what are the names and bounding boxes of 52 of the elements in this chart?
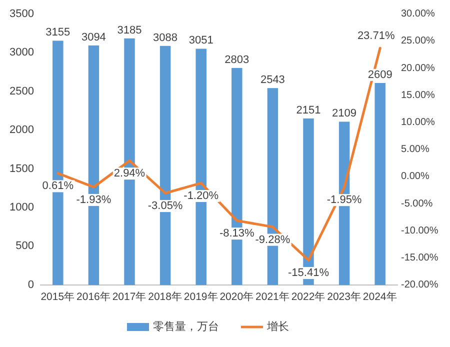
- x-tick-label: 2017年: [112, 290, 147, 303]
- data-label: 3094: [81, 31, 106, 44]
- x-tick-label: 2022年: [291, 290, 326, 303]
- data-label: 2109: [332, 108, 357, 120]
- data-label: -1.95%: [326, 194, 362, 206]
- x-tick-label: 2019年: [184, 290, 218, 303]
- data-label: 3185: [117, 24, 142, 36]
- x-tick-label: 2020年: [220, 290, 254, 303]
- y-tick-label: 3500: [10, 8, 34, 20]
- y-tick-label: 1500: [10, 162, 34, 175]
- data-label: 2543: [260, 74, 285, 86]
- x-tick-label: 2016年: [76, 290, 111, 303]
- legend-label: 零售量，万台: [153, 320, 219, 333]
- data-label: -8.13%: [219, 228, 255, 240]
- y2-tick-label: 25.00%: [401, 36, 436, 47]
- x-tick-label: 2015年: [40, 290, 76, 303]
- data-label: 0.61%: [42, 180, 74, 192]
- x-tick-label: 2024年: [362, 290, 398, 303]
- x-tick-label: 2023年: [327, 290, 362, 303]
- data-label: 2609: [368, 68, 392, 81]
- y2-tick-label: 20.00%: [401, 62, 436, 74]
- y-tick-label: 3000: [10, 46, 34, 59]
- y2-tick-label: 5.00%: [401, 144, 430, 156]
- data-label: -9.28%: [255, 234, 290, 246]
- data-label: -15.41%: [288, 267, 330, 280]
- y-tick-label: 2000: [10, 124, 34, 136]
- x-tick-label: 2021年: [256, 290, 290, 303]
- y-tick-label: 2500: [10, 85, 34, 98]
- y2-tick-label: -5.00%: [401, 198, 433, 210]
- data-label: 23.71%: [357, 30, 395, 42]
- data-label: 2151: [296, 104, 321, 116]
- bar: [374, 82, 386, 285]
- y2-tick-label: 30.00%: [401, 8, 436, 20]
- data-label: -1.93%: [76, 194, 112, 206]
- y2-tick-label: -10.00%: [401, 225, 438, 236]
- legend-label: 增长: [266, 320, 289, 333]
- y-tick-label: 500: [16, 240, 34, 252]
- data-label: -1.20%: [184, 190, 219, 202]
- data-label: 3155: [46, 26, 70, 39]
- y2-tick-label: -20.00%: [401, 280, 438, 291]
- y2-tick-label: -15.00%: [401, 252, 438, 264]
- data-label: -3.05%: [148, 200, 183, 212]
- data-label: 2803: [224, 54, 250, 66]
- y2-tick-label: 15.00%: [401, 90, 436, 101]
- data-label: 2.94%: [114, 168, 146, 180]
- y-tick-label: 0: [28, 278, 34, 291]
- data-label: 3051: [188, 34, 214, 47]
- y2-tick-label: 0.00%: [401, 171, 430, 182]
- y-tick-label: 1000: [10, 201, 34, 214]
- x-tick-label: 2018年: [148, 290, 182, 303]
- y2-tick-label: 10.00%: [401, 117, 436, 128]
- data-label: 3088: [153, 32, 178, 44]
